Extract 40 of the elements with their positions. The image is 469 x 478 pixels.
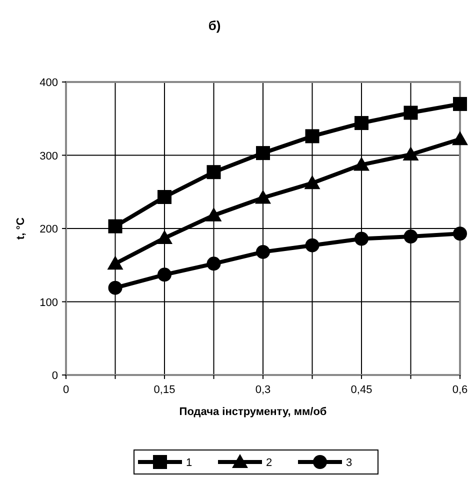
point (402, 146, 419, 161)
chart-title: б) (208, 18, 221, 33)
point (206, 207, 222, 222)
x-axis-title: Подача інструменту, мм/об (179, 406, 327, 418)
point (404, 106, 418, 120)
point (108, 219, 122, 234)
x-tick-label: 0 (62, 384, 70, 396)
point (156, 230, 172, 244)
point (108, 280, 122, 295)
y-tick-label: 400 (40, 77, 58, 89)
legend-label: 1 (186, 457, 192, 469)
point (453, 226, 467, 241)
point (206, 256, 221, 271)
legend-label: 2 (266, 457, 272, 469)
y-tick-label: 300 (40, 150, 58, 162)
point (158, 268, 172, 282)
point (453, 96, 467, 111)
y-tick-label: 0 (52, 370, 58, 382)
point (256, 244, 270, 259)
y-tick-label: 100 (40, 296, 58, 309)
y-tick-label: 200 (40, 224, 58, 236)
point (256, 146, 270, 160)
point (107, 256, 124, 270)
point (404, 230, 418, 244)
point (452, 131, 468, 146)
point (305, 238, 320, 252)
legend-label: 3 (346, 457, 352, 469)
x-tick-label: 0,15 (154, 384, 176, 396)
point (354, 156, 370, 171)
x-tick-label: 0,3 (255, 384, 271, 396)
point (255, 190, 271, 204)
point (206, 165, 221, 180)
point (305, 129, 320, 144)
point (304, 175, 320, 190)
point (354, 232, 368, 246)
x-tick-label: 0,6 (452, 384, 468, 396)
x-tick-label: 0,45 (350, 384, 372, 396)
point (354, 116, 368, 130)
y-axis-title: t, °C (15, 217, 27, 240)
point (158, 190, 172, 204)
